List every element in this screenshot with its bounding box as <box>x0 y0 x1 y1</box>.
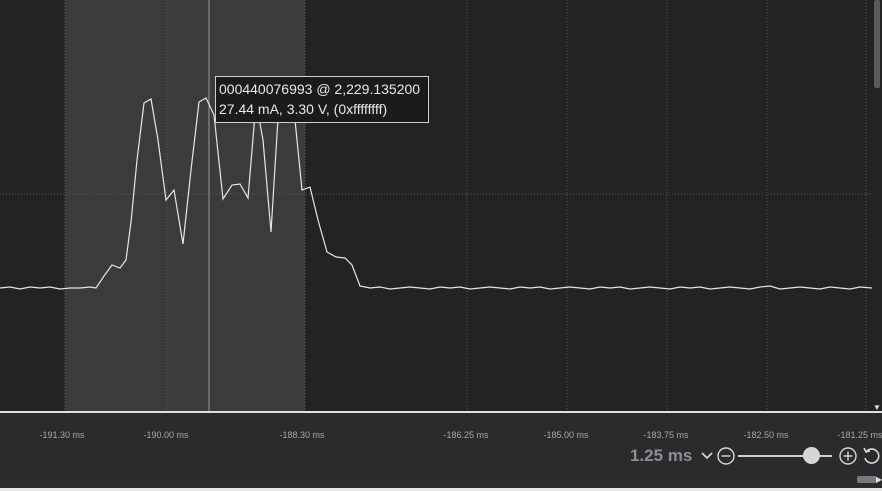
tick-label: -183.75 ms <box>643 430 689 440</box>
scroll-right-arrow-icon[interactable]: ▶ <box>876 475 882 484</box>
window-bottom-border <box>0 488 882 491</box>
current-trace <box>0 97 873 290</box>
horizontal-scrollbar-thumb[interactable] <box>857 476 877 483</box>
tooltip-sample-values: 27.44 mA, 3.30 V, (0xffffffff) <box>219 101 388 117</box>
zoom-slider[interactable] <box>738 455 832 457</box>
time-axis: -191.30 ms -190.00 ms -188.30 ms -186.25… <box>0 411 882 445</box>
waveform-plot[interactable]: 000440076993 @ 2,229.135200 27.44 mA, 3.… <box>0 0 882 411</box>
selection-region[interactable] <box>65 0 305 411</box>
zoom-level-value: 1.25 ms <box>630 446 693 465</box>
tick-label: -186.25 ms <box>443 430 489 440</box>
tick-label: -188.30 ms <box>279 430 325 440</box>
waveform-canvas[interactable] <box>0 0 882 411</box>
tick-label: -190.00 ms <box>143 430 189 440</box>
tick-label: -181.25 ms <box>837 430 882 440</box>
zoom-toolbar: 1.25 ms ▶ <box>0 445 882 491</box>
tick-label: -185.00 ms <box>543 430 589 440</box>
tick-label: -191.30 ms <box>39 430 85 440</box>
vertical-scrollbar[interactable] <box>872 0 882 404</box>
horizontal-scrollbar[interactable]: ▶ <box>0 474 882 484</box>
tick-label: -182.50 ms <box>743 430 789 440</box>
vertical-scrollbar-thumb[interactable] <box>874 0 880 88</box>
gridlines <box>0 0 872 411</box>
tooltip-sample-time: 000440076993 @ 2,229.135200 <box>219 81 421 97</box>
sample-tooltip: 000440076993 @ 2,229.135200 27.44 mA, 3.… <box>215 76 429 123</box>
zoom-in-button[interactable] <box>838 446 858 466</box>
zoom-slider-handle[interactable] <box>803 447 821 464</box>
reset-icon[interactable] <box>861 446 881 466</box>
scroll-down-arrow-icon[interactable]: ▼ <box>873 403 881 412</box>
chevron-down-icon[interactable] <box>700 447 714 465</box>
zoom-out-button[interactable] <box>716 446 736 466</box>
